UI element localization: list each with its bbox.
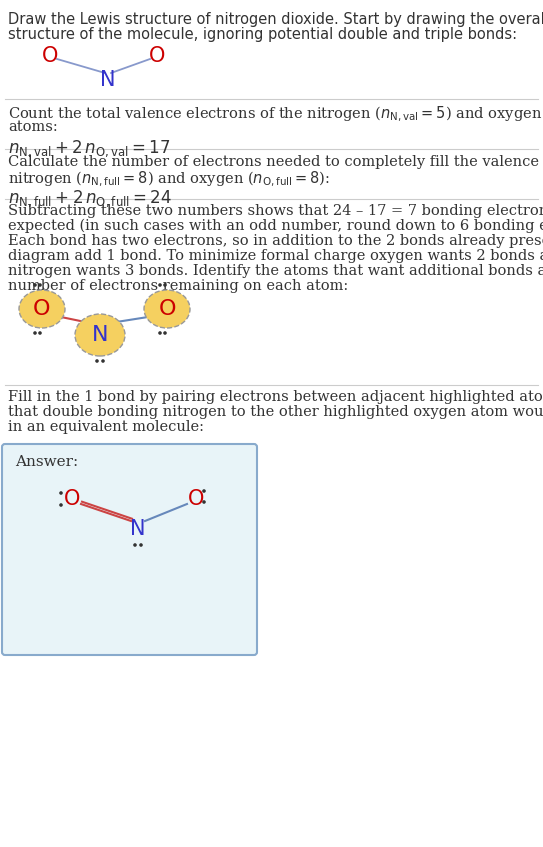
Circle shape <box>33 283 37 287</box>
Circle shape <box>139 543 143 547</box>
Text: O: O <box>188 489 204 509</box>
Text: in an equivalent molecule:: in an equivalent molecule: <box>8 420 204 434</box>
Circle shape <box>33 331 37 335</box>
Circle shape <box>158 283 162 287</box>
Text: nitrogen wants 3 bonds. Identify the atoms that want additional bonds and the: nitrogen wants 3 bonds. Identify the ato… <box>8 264 543 278</box>
Text: O: O <box>64 489 80 509</box>
Circle shape <box>202 490 206 493</box>
Circle shape <box>163 283 167 287</box>
Circle shape <box>163 331 167 335</box>
Text: nitrogen ($n_{\rm N,full} = 8$) and oxygen ($n_{\rm O,full} = 8$):: nitrogen ($n_{\rm N,full} = 8$) and oxyg… <box>8 170 330 189</box>
Circle shape <box>38 331 42 335</box>
Circle shape <box>101 359 105 363</box>
Text: Draw the Lewis structure of nitrogen dioxide. Start by drawing the overall: Draw the Lewis structure of nitrogen dio… <box>8 12 543 27</box>
Text: structure of the molecule, ignoring potential double and triple bonds:: structure of the molecule, ignoring pote… <box>8 27 517 42</box>
Text: N: N <box>130 519 146 539</box>
Circle shape <box>158 331 162 335</box>
Circle shape <box>202 501 206 504</box>
Text: that double bonding nitrogen to the other highlighted oxygen atom would result: that double bonding nitrogen to the othe… <box>8 405 543 419</box>
Text: Each bond has two electrons, so in addition to the 2 bonds already present in th: Each bond has two electrons, so in addit… <box>8 234 543 248</box>
Text: N: N <box>100 70 116 90</box>
Circle shape <box>95 359 99 363</box>
Text: expected (in such cases with an odd number, round down to 6 bonding electrons).: expected (in such cases with an odd numb… <box>8 219 543 234</box>
Circle shape <box>59 491 63 495</box>
Text: O: O <box>149 46 165 66</box>
Text: O: O <box>158 299 176 319</box>
Text: O: O <box>42 46 58 66</box>
Text: Calculate the number of electrons needed to completely fill the valence shells f: Calculate the number of electrons needed… <box>8 155 543 169</box>
Ellipse shape <box>75 314 125 356</box>
Ellipse shape <box>19 290 65 328</box>
Text: atoms:: atoms: <box>8 120 58 134</box>
Text: $n_{\rm N,val} + 2\,n_{\rm O,val} = 17$: $n_{\rm N,val} + 2\,n_{\rm O,val} = 17$ <box>8 138 170 158</box>
FancyBboxPatch shape <box>2 444 257 655</box>
Text: number of electrons remaining on each atom:: number of electrons remaining on each at… <box>8 279 348 293</box>
Text: Answer:: Answer: <box>15 455 78 469</box>
Text: Count the total valence electrons of the nitrogen ($n_{\rm N,val} = 5$) and oxyg: Count the total valence electrons of the… <box>8 105 543 125</box>
Circle shape <box>38 283 42 287</box>
Circle shape <box>59 503 63 507</box>
Ellipse shape <box>144 290 190 328</box>
Text: Fill in the 1 bond by pairing electrons between adjacent highlighted atoms. Note: Fill in the 1 bond by pairing electrons … <box>8 390 543 404</box>
Text: N: N <box>92 325 108 345</box>
Text: $n_{\rm N,full} + 2\,n_{\rm O,full} = 24$: $n_{\rm N,full} + 2\,n_{\rm O,full} = 24… <box>8 188 172 208</box>
Text: Subtracting these two numbers shows that 24 – 17 = 7 bonding electrons are: Subtracting these two numbers shows that… <box>8 204 543 218</box>
Text: diagram add 1 bond. To minimize formal charge oxygen wants 2 bonds and: diagram add 1 bond. To minimize formal c… <box>8 249 543 263</box>
Text: O: O <box>33 299 50 319</box>
Circle shape <box>133 543 137 547</box>
